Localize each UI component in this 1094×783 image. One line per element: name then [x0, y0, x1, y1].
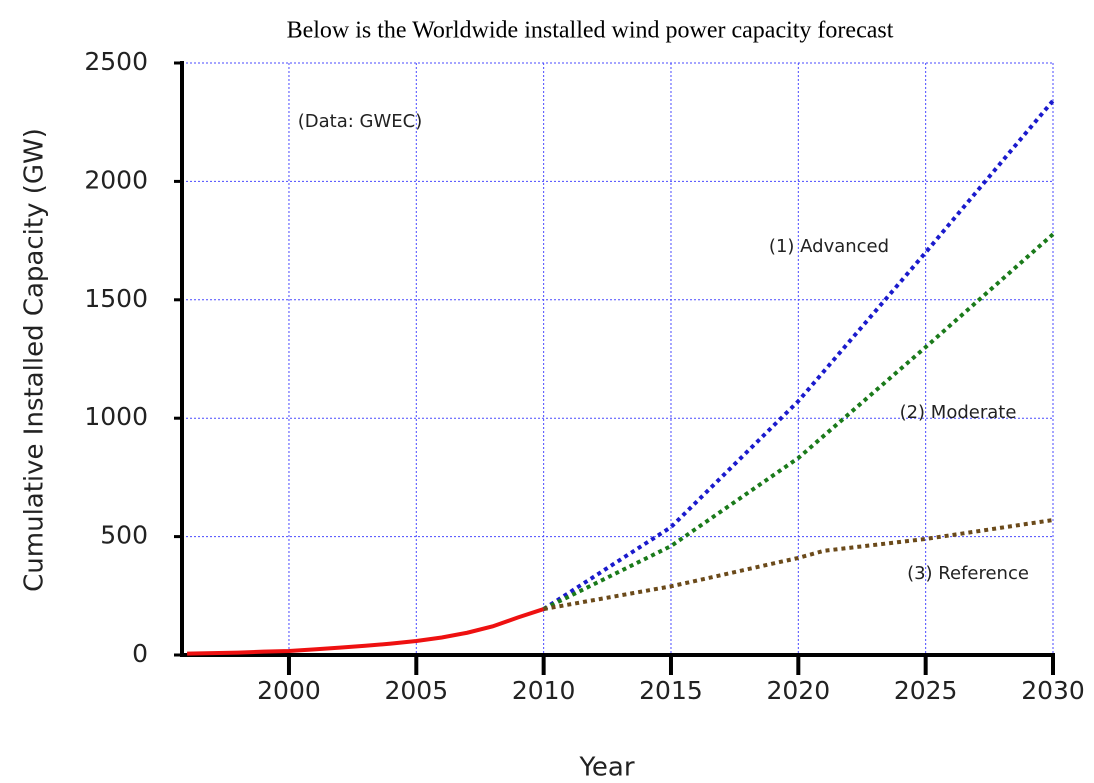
y-tick-label: 0	[132, 639, 148, 668]
x-tick-label: 2025	[894, 676, 958, 705]
x-tick-label: 2010	[512, 676, 576, 705]
y-axis-label: Cumulative Installed Capacity (GW)	[20, 128, 50, 592]
series-label: (1) Advanced	[769, 236, 889, 257]
y-tick-label: 1000	[84, 402, 148, 431]
chart-title: Below is the Worldwide installed wind po…	[287, 18, 894, 44]
series-line	[542, 99, 1055, 611]
x-tick-label: 2015	[639, 676, 703, 705]
series-line	[187, 607, 545, 656]
x-tick-label: 2020	[767, 676, 831, 705]
y-tick-label: 500	[100, 521, 148, 550]
series-label: (3) Reference	[907, 563, 1029, 584]
x-tick-label: 2030	[1021, 676, 1085, 705]
y-tick-label: 2000	[84, 165, 148, 194]
source-note: (Data: GWEC)	[298, 111, 423, 132]
y-tick-label: 2500	[84, 47, 148, 76]
x-tick-label: 2005	[384, 676, 448, 705]
y-tick-label: 1500	[84, 284, 148, 313]
series-line	[542, 232, 1055, 611]
series-line	[543, 518, 1054, 612]
x-axis-label: Year	[578, 753, 634, 783]
series-label: (2) Moderate	[900, 402, 1017, 423]
x-tick-label: 2000	[257, 676, 321, 705]
